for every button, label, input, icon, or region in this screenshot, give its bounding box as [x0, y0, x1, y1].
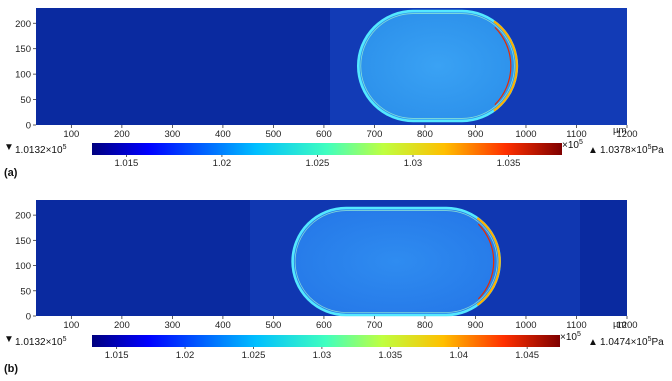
y-tick-label: 150 — [15, 236, 31, 247]
y-tick-label: 150 — [15, 44, 31, 55]
colorbar-gradient-b — [92, 335, 560, 347]
colorbar-scale-a: ×105 — [562, 139, 583, 151]
x-tick-label: 100 — [63, 129, 79, 140]
colorbar-scale-b: ×105 — [560, 331, 581, 343]
x-tick-label: 400 — [215, 320, 231, 331]
droplet-body — [356, 9, 519, 123]
x-axis-ticks-a: 100 200 300 400 500 600 700 800 900 1000 1100 1200 — [63, 125, 638, 140]
x-tick-label: 500 — [265, 320, 281, 331]
colorbar-tick-label: 1.025 — [306, 158, 330, 169]
colorbar-tick-label: 1.015 — [114, 158, 138, 169]
x-tick-label: 400 — [215, 129, 231, 140]
colorbar-max-marker-b: ▲ — [588, 337, 598, 348]
colorbar-min-a: 1.0132×105 — [15, 144, 67, 156]
colorbar-min-marker-a: ▼ — [4, 142, 14, 153]
x-tick-label: 900 — [468, 129, 484, 140]
x-tick-label: 100 — [63, 320, 79, 331]
colorbar-min-b: 1.0132×105 — [15, 336, 67, 348]
droplet-pressure-peak — [494, 26, 512, 106]
x-tick-label: 200 — [114, 320, 130, 331]
colorbar-max-b: 1.0474×105Pa — [600, 336, 664, 348]
colorbar-gradient-a — [92, 143, 562, 155]
colorbar-tick-label: 1.03 — [313, 350, 332, 361]
colorbar-tick-label: 1.02 — [213, 158, 232, 169]
y-tick-label: 50 — [20, 95, 31, 106]
colorbar-ticks-a: 1.015 1.02 1.025 1.03 1.035 — [114, 155, 520, 169]
panel-label-b: (b) — [4, 363, 18, 375]
colorbar-tick-label: 1.025 — [242, 350, 266, 361]
x-unit-b: µm — [613, 319, 626, 330]
y-tick-label: 0 — [26, 312, 31, 323]
y-axis-ticks-b: 0 50 100 150 200 — [15, 211, 36, 323]
x-unit-a: µm — [613, 125, 626, 136]
x-tick-label: 1000 — [515, 320, 536, 331]
droplet-pressure-peak — [477, 223, 495, 300]
x-tick-label: 1200 — [616, 320, 637, 331]
x-tick-label: 1200 — [616, 129, 637, 140]
y-tick-label: 0 — [26, 121, 31, 132]
plot-area-a — [36, 8, 627, 125]
droplet-interface — [360, 13, 515, 119]
colorbar-min-marker-b: ▼ — [4, 334, 14, 345]
x-tick-label: 1100 — [566, 320, 586, 331]
x-tick-label: 600 — [316, 129, 332, 140]
x-tick-label: 300 — [164, 129, 180, 140]
colorbar-tick-label: 1.03 — [404, 158, 423, 169]
panel-b: 0 50 100 150 200 100 200 300 400 500 600 700 800 900… — [4, 200, 664, 375]
x-tick-label: 700 — [367, 129, 383, 140]
droplet-a — [356, 9, 519, 123]
panel-label-a: (a) — [4, 167, 18, 179]
droplet-b — [291, 206, 502, 317]
y-tick-label: 100 — [15, 70, 31, 81]
panel-a: 0 50 100 150 200 100 200 300 400 500 600 700 800 900… — [4, 8, 664, 179]
y-axis-ticks-a: 0 50 100 150 200 — [15, 19, 36, 132]
y-tick-label: 200 — [15, 211, 31, 222]
y-tick-label: 100 — [15, 261, 31, 272]
x-tick-label: 200 — [114, 129, 130, 140]
x-tick-label: 300 — [164, 320, 180, 331]
x-tick-label: 1100 — [566, 129, 586, 140]
droplet-interface — [294, 210, 498, 313]
droplet-body — [291, 206, 502, 317]
y-tick-label: 50 — [20, 286, 31, 297]
colorbar-tick-label: 1.045 — [515, 350, 539, 361]
colorbar-tick-label: 1.035 — [497, 158, 521, 169]
x-tick-label: 900 — [468, 320, 484, 331]
colorbar-tick-label: 1.035 — [378, 350, 402, 361]
x-tick-label: 1000 — [515, 129, 536, 140]
x-tick-label: 800 — [417, 129, 433, 140]
colorbar-ticks-b: 1.015 1.02 1.025 1.03 1.035 1.04 1.045 — [105, 347, 539, 361]
colorbar-max-marker-a: ▲ — [588, 145, 598, 156]
x-tick-label: 800 — [417, 320, 433, 331]
x-tick-label: 500 — [265, 129, 281, 140]
colorbar-tick-label: 1.02 — [176, 350, 195, 361]
colorbar-tick-label: 1.04 — [449, 350, 468, 361]
droplet-pressure-front — [476, 217, 501, 306]
x-tick-label: 700 — [367, 320, 383, 331]
y-tick-label: 200 — [15, 19, 31, 30]
droplet-pressure-front — [493, 20, 518, 112]
colorbar-max-a: 1.0378×105Pa — [600, 144, 664, 156]
x-axis-ticks-b: 100 200 300 400 500 600 700 800 900 1000 1100 1200 — [63, 316, 638, 331]
x-tick-label: 600 — [316, 320, 332, 331]
colorbar-tick-label: 1.015 — [105, 350, 129, 361]
colorbar-a: ▼ 1.0132×105 1.015 1.02 1.025 1.03 1.035 ×10… — [4, 139, 664, 169]
colorbar-b: ▼ 1.0132×105 1.015 1.02 1.025 1.03 1.035 1.04… — [4, 331, 664, 361]
